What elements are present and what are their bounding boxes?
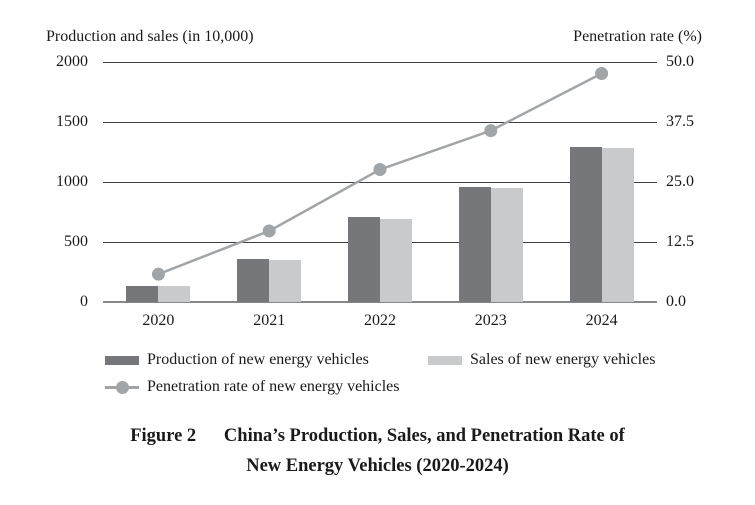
penetration-point [262,224,276,238]
left-axis-tick-label: 2000 [56,53,88,70]
penetration-point [151,267,165,281]
legend-label-sales: Sales of new energy vehicles [470,351,656,368]
legend-label-penetration: Penetration rate of new energy vehicles [147,378,400,395]
sales-bar [380,219,412,302]
legend-item-production: Production of new energy vehicles [105,351,369,369]
legend-item-penetration: Penetration rate of new energy vehicles [105,378,400,396]
gridline [103,122,657,123]
left-axis-tick-label: 1500 [56,113,88,130]
production-bar [458,186,491,302]
right-axis-tick-label: 37.5 [666,113,694,130]
production-bar [348,217,380,302]
sales-bar [490,188,523,302]
gridline [103,62,657,63]
x-axis-line [103,301,657,303]
left-axis-title: Production and sales (in 10,000) [46,28,254,45]
caption-text-1: China’s Production, Sales, and Penetrati… [223,426,625,446]
right-axis-tick-label: 25.0 [666,173,694,190]
x-axis-category-label: 2022 [364,312,396,329]
right-axis-title: Penetration rate (%) [573,28,702,45]
left-axis-tick-label: 500 [64,233,88,250]
right-axis-tick-label: 0.0 [666,293,686,310]
penetration-line-marker-icon [105,380,139,394]
sales-bar [601,147,634,302]
sales-bar [158,285,191,302]
figure-caption: Figure 2 China’s Production, Sales, and P… [0,421,755,481]
penetration-point [373,163,387,177]
penetration-point [595,67,609,81]
production-bar [126,285,159,302]
left-axis-tick-label: 0 [80,293,88,310]
figure-number: Figure 2 [130,426,197,446]
x-axis-category-label: 2021 [253,312,286,329]
caption-line-2: New Energy Vehicles (2020-2024) [246,456,509,476]
production-swatch [105,355,139,365]
x-axis-category-label: 2023 [474,312,507,329]
right-axis-tick-label: 50.0 [666,53,694,70]
production-bar [569,147,602,302]
legend-item-sales: Sales of new energy vehicles [428,351,655,369]
line-marker-dot [116,380,129,394]
right-axis-tick-label: 12.5 [666,233,694,250]
x-axis-category-label: 2024 [585,312,618,329]
legend-label-production: Production of new energy vehicles [147,351,369,368]
sales-bar [269,259,302,302]
x-axis-category-label: 2020 [142,312,175,329]
production-bar [237,259,270,302]
caption-line-1: Figure 2 China’s Production, Sales, and P… [0,421,755,451]
penetration-point [484,124,498,138]
sales-swatch [428,355,462,365]
left-axis-tick-label: 1000 [56,173,88,190]
